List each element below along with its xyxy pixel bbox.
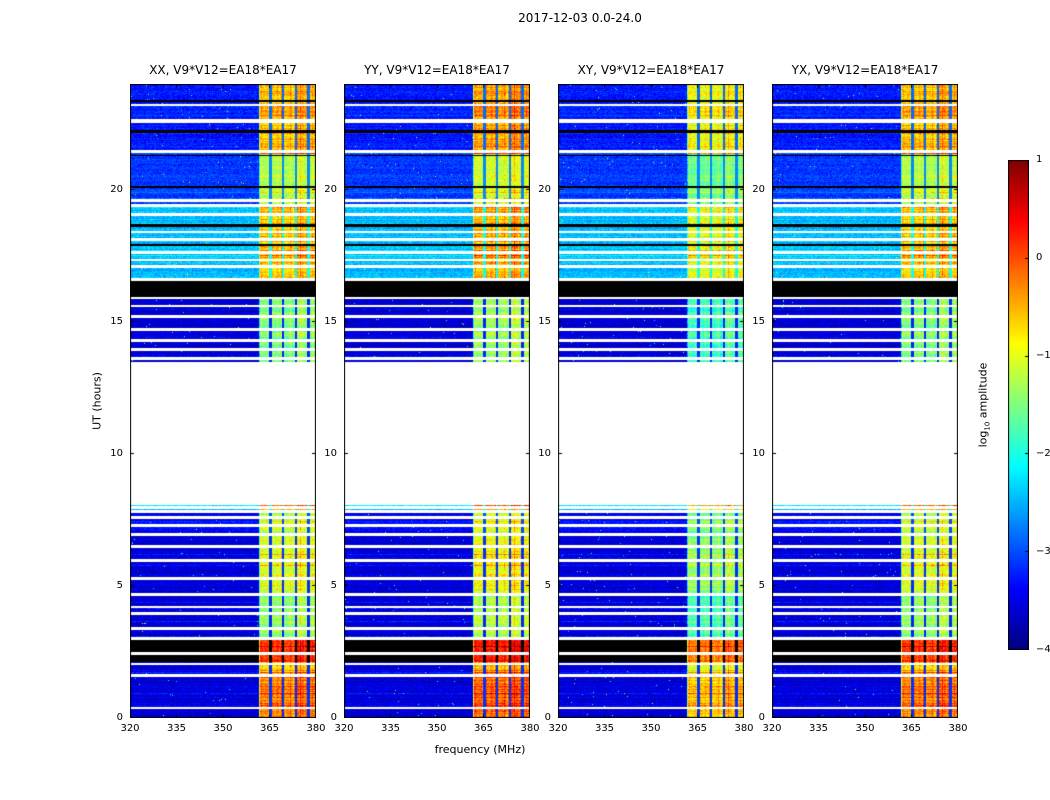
x-tick-label: 380 <box>734 723 754 734</box>
panel-title-yy: YY, V9*V12=EA18*EA17 <box>364 63 510 77</box>
y-tick-label: 0 <box>758 712 765 723</box>
x-tick-label: 335 <box>380 723 401 734</box>
y-tick-label: 5 <box>116 579 123 591</box>
panel-title-yx: YX, V9*V12=EA18*EA17 <box>791 63 939 77</box>
x-tick-label: 335 <box>594 723 615 734</box>
y-tick-label: 10 <box>110 447 123 459</box>
spectrogram-canvas-xy <box>558 84 744 718</box>
y-tick-label: 20 <box>324 183 337 195</box>
y-tick-label: 10 <box>538 447 551 459</box>
y-axis-label: UT (hours) <box>90 372 104 430</box>
x-tick-label: 320 <box>548 723 568 734</box>
colorbar-tick-label: 0 <box>1036 252 1043 263</box>
x-axis-label: frequency (MHz) <box>434 743 526 756</box>
colorbar-tick-label: −4 <box>1036 644 1050 655</box>
y-tick-label: 15 <box>110 315 123 327</box>
y-tick-label: 10 <box>324 447 337 459</box>
y-tick-label: 0 <box>544 712 551 723</box>
x-tick-label: 320 <box>334 723 354 734</box>
x-tick-label: 320 <box>762 723 782 734</box>
colorbar-label: log10 amplitude <box>976 363 991 448</box>
figure-title: 2017-12-03 0.0-24.0 <box>518 11 642 25</box>
spectrogram-panel-xy: XY, V9*V12=EA18*EA17 0 5 10 15 20 320 335 350 36… <box>538 63 753 734</box>
y-tick-label: 5 <box>330 579 337 591</box>
y-tick-label: 15 <box>324 315 337 327</box>
y-tick-label: 5 <box>758 579 765 591</box>
x-tick-label: 380 <box>520 723 540 734</box>
colorbar-tick-label: −2 <box>1036 448 1050 459</box>
panel-title-xy: XY, V9*V12=EA18*EA17 <box>577 63 725 77</box>
x-tick-label: 365 <box>259 723 280 734</box>
x-tick-label: 350 <box>641 723 661 734</box>
x-tick-label: 365 <box>901 723 922 734</box>
y-tick-label: 0 <box>116 712 123 723</box>
y-tick-label: 0 <box>330 712 337 723</box>
x-tick-label: 350 <box>427 723 447 734</box>
x-tick-label: 320 <box>120 723 140 734</box>
spectrogram-canvas-xx <box>130 84 316 718</box>
x-tick-label: 335 <box>808 723 829 734</box>
x-tick-label: 350 <box>213 723 233 734</box>
y-tick-label: 20 <box>538 183 551 195</box>
spectrogram-canvas-yy <box>344 84 530 718</box>
panel-title-xx: XX, V9*V12=EA18*EA17 <box>149 63 297 77</box>
x-tick-label: 350 <box>855 723 875 734</box>
y-tick-label: 20 <box>110 183 123 195</box>
colorbar-tick-label: −3 <box>1036 546 1050 557</box>
x-tick-label: 380 <box>948 723 968 734</box>
y-tick-label: 15 <box>538 315 551 327</box>
spectrogram-panel-xx: XX, V9*V12=EA18*EA17 0 5 10 15 20 320 335 350 36… <box>110 63 325 734</box>
colorbar-label-text: log <box>976 430 990 448</box>
y-tick-label: 15 <box>752 315 765 327</box>
colorbar-label-rest: amplitude <box>976 362 990 422</box>
y-tick-label: 5 <box>544 579 551 591</box>
colorbar-label-subscript: 10 <box>983 421 992 431</box>
x-tick-label: 335 <box>166 723 187 734</box>
y-tick-label: 10 <box>752 447 765 459</box>
x-tick-label: 380 <box>306 723 326 734</box>
spectrogram-canvas-yx <box>772 84 958 718</box>
spectrogram-panel-yy: YY, V9*V12=EA18*EA17 0 5 10 15 20 320 335 350 36… <box>324 63 539 734</box>
y-tick-label: 20 <box>752 183 765 195</box>
colorbar-canvas <box>1008 160 1029 650</box>
colorbar-tick-label: 1 <box>1036 154 1043 165</box>
colorbar-tick-label: −1 <box>1036 350 1050 361</box>
x-tick-label: 365 <box>473 723 494 734</box>
x-tick-label: 365 <box>687 723 708 734</box>
spectrogram-panel-yx: YX, V9*V12=EA18*EA17 0 5 10 15 20 320 335 350 36… <box>752 63 967 734</box>
